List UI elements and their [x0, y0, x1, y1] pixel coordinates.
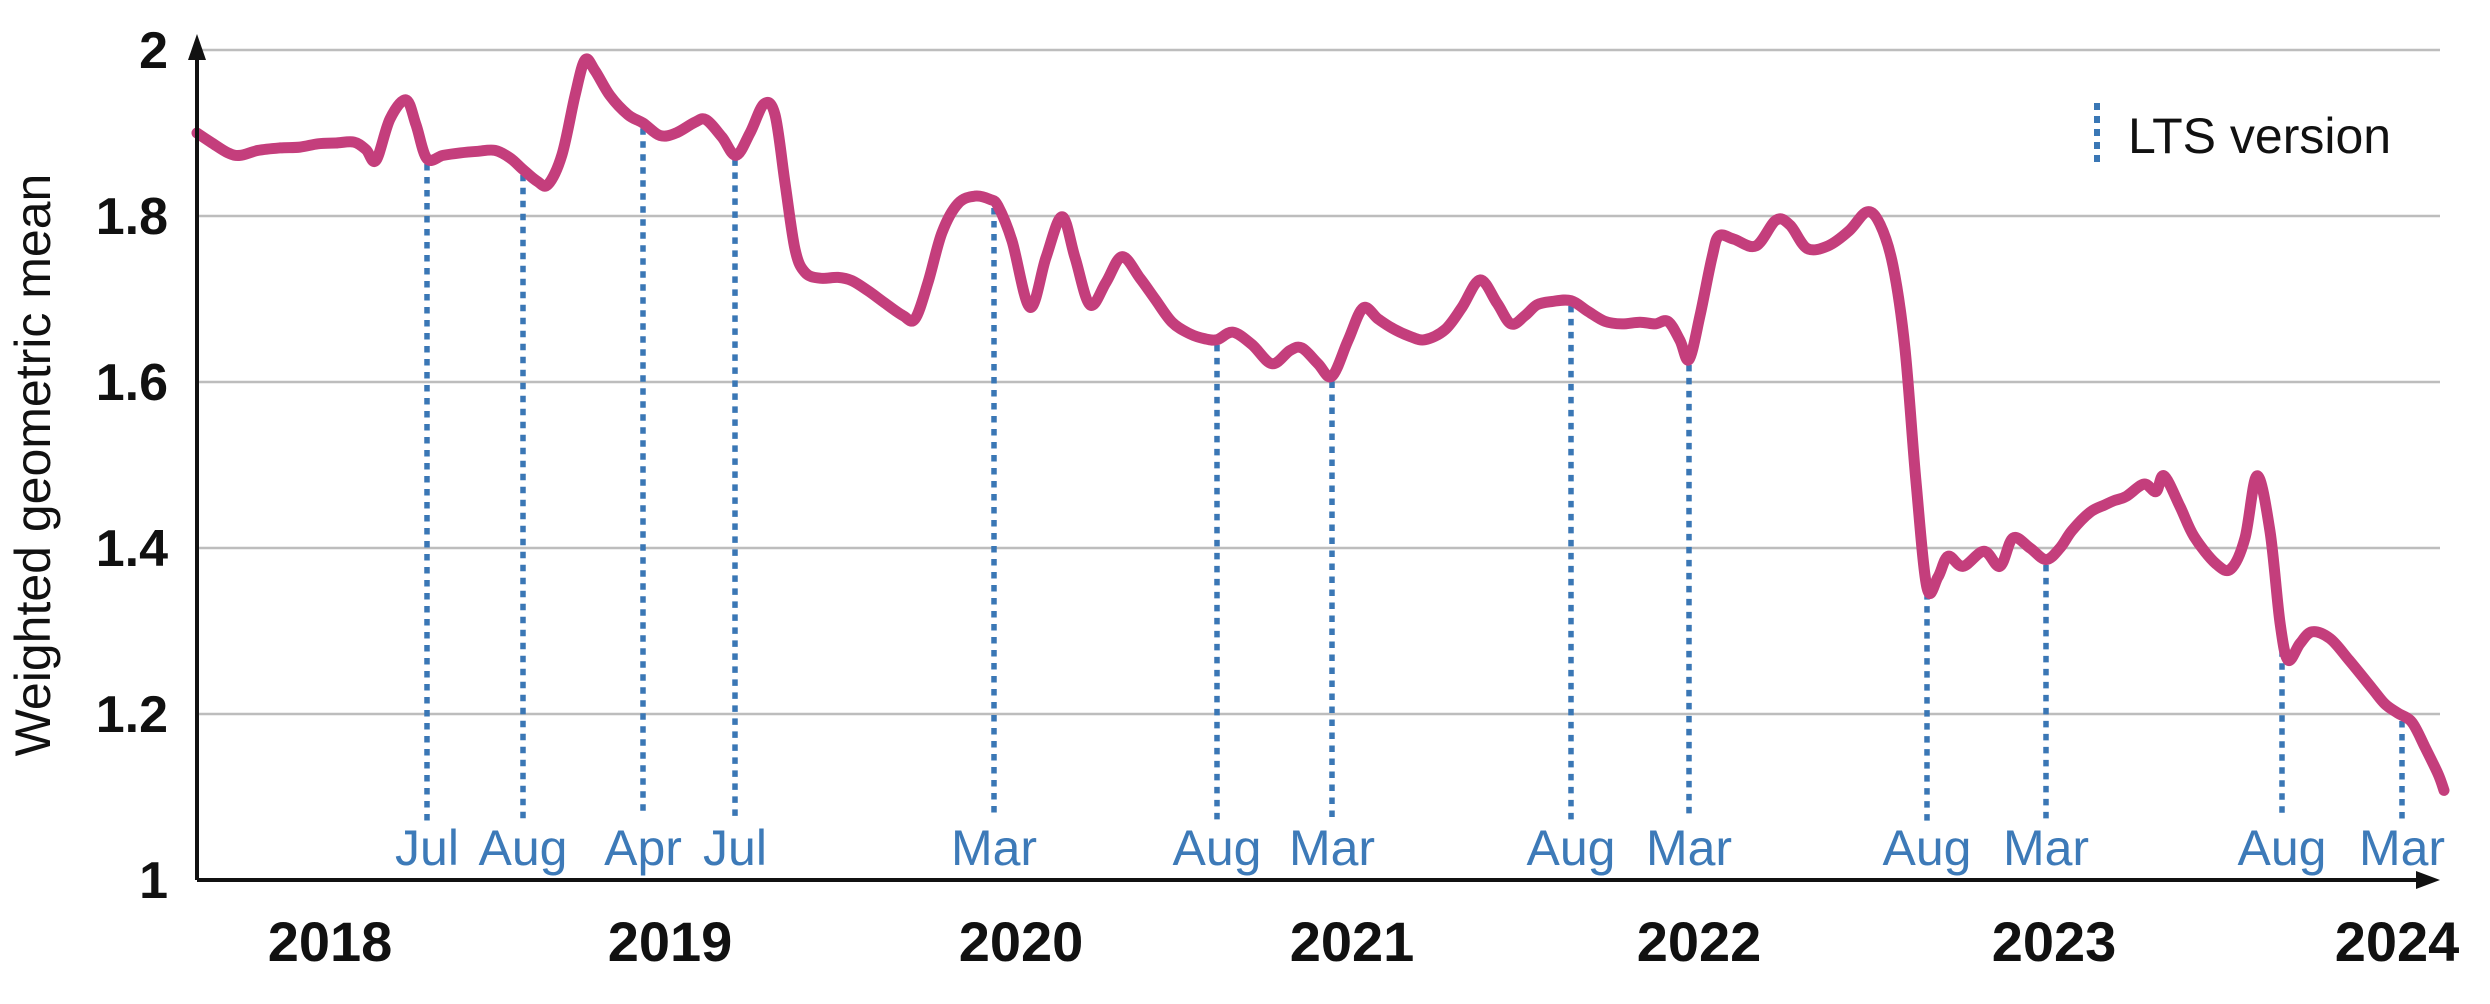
y-axis-arrow-icon [188, 34, 206, 60]
series-line [191, 53, 2450, 796]
lts-marker-lines [424, 128, 2405, 823]
legend-label: LTS version [2128, 108, 2391, 164]
year-label: 2024 [2335, 910, 2460, 973]
y-tick-labels: 2 1.8 1.6 1.4 1.2 1 [96, 22, 168, 910]
gridlines [199, 48, 2440, 716]
lts-month-label: Aug [1527, 820, 1616, 876]
lts-month-label: Aug [1173, 820, 1262, 876]
y-tick-label: 1 [139, 852, 168, 910]
y-tick-label: 1.8 [96, 188, 168, 246]
lts-month-label: Mar [1646, 820, 1732, 876]
y-tick-label: 1.6 [96, 354, 168, 412]
y-axis-title: Weighted geometric mean [5, 174, 61, 757]
lts-month-label: Mar [951, 820, 1037, 876]
year-label: 2023 [1992, 910, 2117, 973]
lts-month-label: Aug [1883, 820, 1972, 876]
lts-month-label: Mar [2003, 820, 2089, 876]
lts-month-label: Aug [2238, 820, 2327, 876]
axes [188, 34, 2440, 889]
x-year-labels: 2018 2019 2020 2021 2022 2023 2024 [268, 910, 2460, 973]
legend: LTS version [2094, 103, 2391, 173]
lts-month-label: Mar [2359, 820, 2445, 876]
year-label: 2022 [1637, 910, 1762, 973]
year-label: 2020 [959, 910, 1084, 973]
year-label: 2018 [268, 910, 393, 973]
lts-month-label: Jul [703, 820, 767, 876]
y-tick-label: 1.4 [96, 520, 168, 578]
y-tick-label: 1.2 [96, 686, 168, 744]
lts-month-label: Aug [479, 820, 568, 876]
x-axis-arrow-icon [2416, 871, 2440, 889]
year-label: 2021 [1290, 910, 1415, 973]
lts-month-label: Mar [1289, 820, 1375, 876]
lts-month-labels: Jul Aug Apr Jul Mar Aug Mar Aug Mar Aug Mar Aug Mar [395, 820, 2445, 876]
lts-month-label: Jul [395, 820, 459, 876]
y-tick-label: 2 [139, 22, 168, 80]
year-label: 2019 [608, 910, 733, 973]
lts-month-label: Apr [604, 820, 682, 876]
